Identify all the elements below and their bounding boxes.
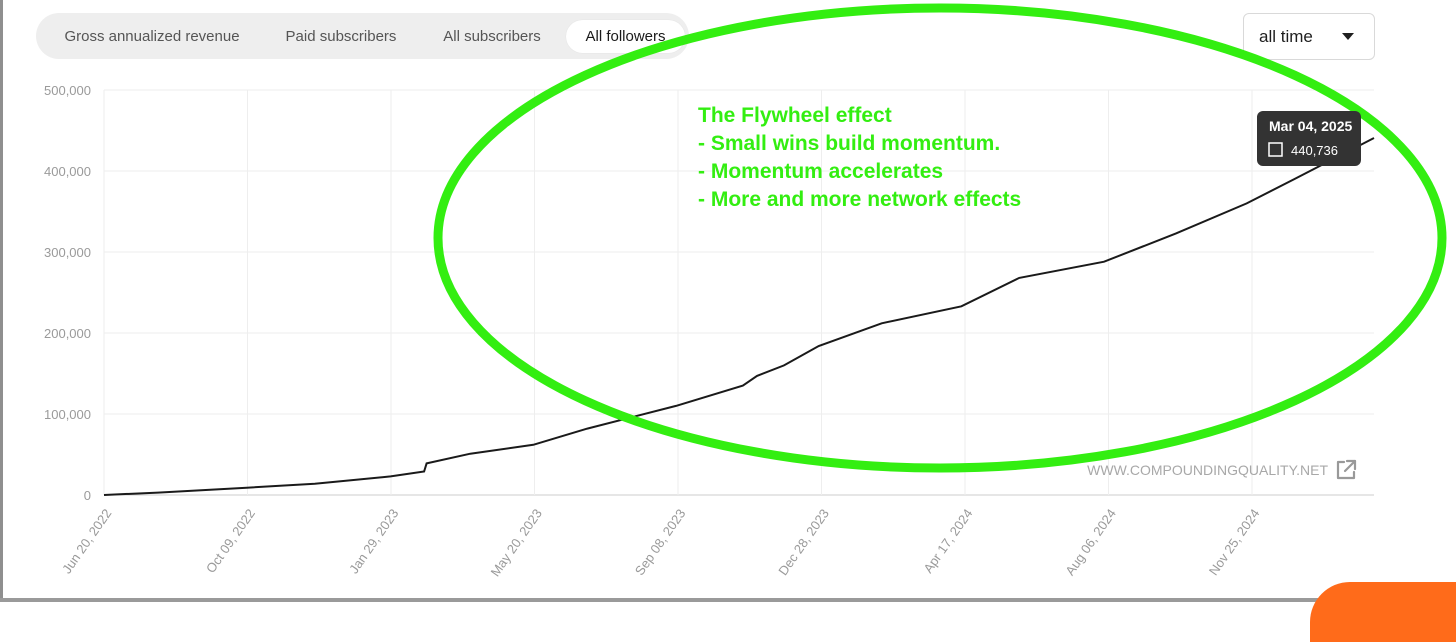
watermark-text: WWW.COMPOUNDINGQUALITY.NET [1087,462,1328,478]
series-checkbox-icon [1268,142,1283,157]
tooltip: Mar 04, 2025 440,736 [1257,111,1361,166]
y-tick-label: 0 [84,488,91,503]
x-tick-label: Jun 20, 2022 [59,506,114,576]
followers-chart: 0 100,000 200,000 300,000 400,000 500,000 Jun… [44,3,1447,579]
y-tick-label: 200,000 [44,326,91,341]
tab-paid-subscribers[interactable]: Paid subscribers [285,28,397,45]
x-tick-label: Oct 09, 2022 [203,506,258,576]
metric-tabs: Gross annualized revenue Paid subscriber… [36,13,689,59]
time-range-value: all time [1259,27,1313,46]
y-tick-label: 100,000 [44,407,91,422]
y-tick-label: 300,000 [44,245,91,260]
tooltip-date: Mar 04, 2025 [1269,118,1352,134]
annotation-text: The Flywheel effect - Small wins build m… [698,104,1021,211]
x-tick-label: Aug 06, 2024 [1062,506,1119,578]
x-tick-label: Sep 08, 2023 [632,506,689,578]
annotation-line-3: - Momentum accelerates [698,160,943,183]
y-tick-label: 500,000 [44,83,91,98]
followers-series-line [103,137,1375,496]
x-tick-label: Apr 17, 2024 [920,506,975,576]
tooltip-value: 440,736 [1291,143,1338,158]
tab-gross-annualized-revenue[interactable]: Gross annualized revenue [64,28,240,45]
highlight-ellipse [433,3,1447,473]
annotation-line-2: - Small wins build momentum. [698,132,1000,155]
annotation-line-4: - More and more network effects [698,188,1021,211]
x-tick-label: Jan 29, 2023 [346,506,401,576]
x-tick-label: May 20, 2023 [487,506,544,579]
window-border-bottom [0,598,1456,602]
x-tick-label: Dec 28, 2023 [775,506,832,578]
y-tick-label: 400,000 [44,164,91,179]
caret-down-icon [1342,33,1354,40]
floating-action-button[interactable] [1310,582,1456,642]
window-border-left [0,0,3,602]
x-tick-label: Nov 25, 2024 [1206,506,1263,578]
annotation-line-1: The Flywheel effect [698,104,892,127]
time-range-select[interactable]: all time [1243,13,1375,60]
external-link-icon[interactable] [1334,458,1358,482]
tab-all-subscribers[interactable]: All subscribers [443,28,541,45]
